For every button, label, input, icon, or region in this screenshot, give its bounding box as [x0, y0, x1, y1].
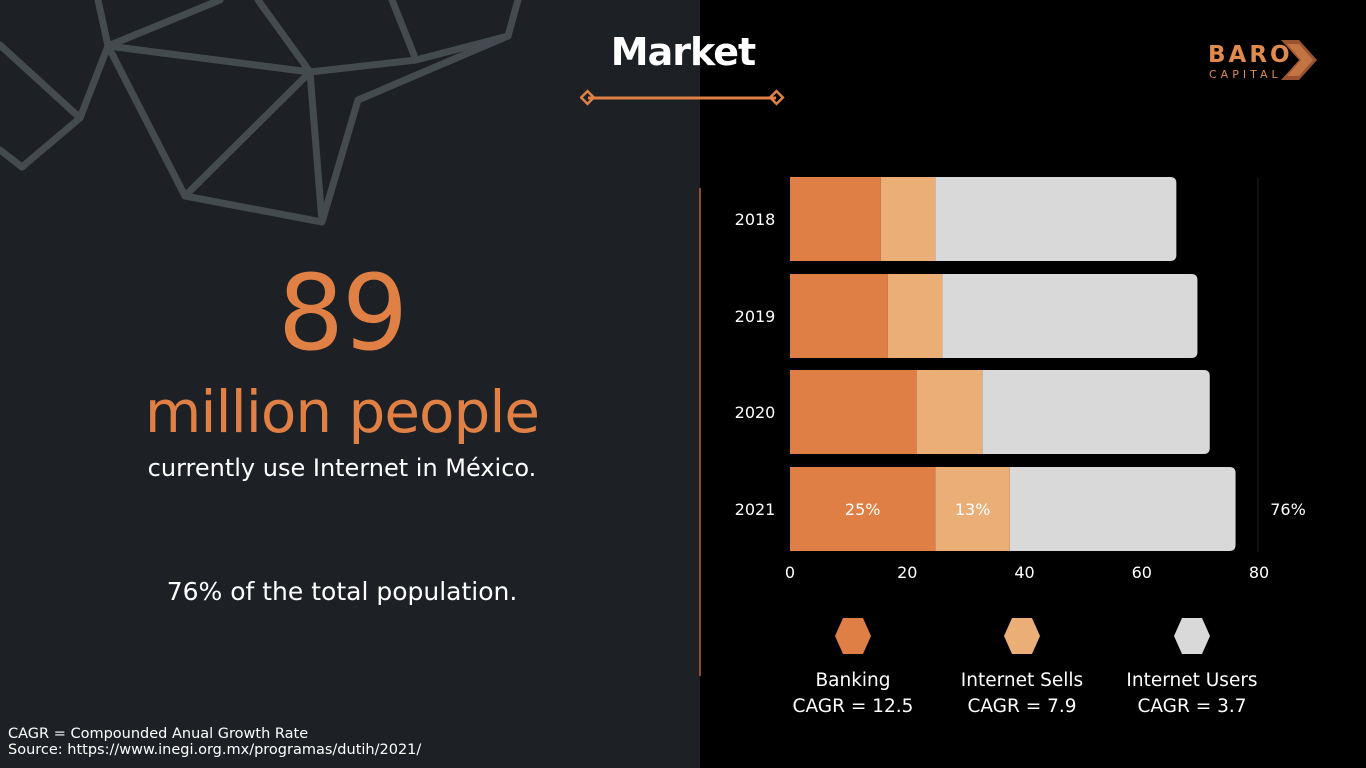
legend-cagr: CAGR = 12.5 [792, 696, 914, 717]
population-share: 76% of the total population. [166, 577, 518, 606]
headline-caption: currently use Internet in México. [147, 454, 537, 482]
arrow-icon [1281, 40, 1317, 80]
bar-internet-users-2018 [935, 177, 1177, 261]
headline-number: 89 [277, 252, 408, 374]
logo-subtitle: CAPITAL [1209, 68, 1282, 81]
data-label: 13% [955, 500, 991, 519]
bar-internet-users-2020 [982, 370, 1210, 454]
page-title: Market [610, 30, 756, 74]
x-tick-label: 80 [1249, 563, 1269, 582]
hexagon-icon [1004, 618, 1040, 654]
footnote-source: Source: https://www.inegi.org.mx/program… [8, 742, 422, 758]
bar-internet-sells-2020 [916, 370, 983, 454]
bar-banking-2019 [790, 274, 888, 358]
bar-internet-sells-2018 [880, 177, 936, 261]
company-logo: BARO CAPITAL [1205, 38, 1325, 88]
x-tick-label: 60 [1132, 563, 1152, 582]
hexagon-icon [1174, 618, 1210, 654]
legend-label: Internet Users [1126, 670, 1258, 691]
bar-banking-2020 [790, 370, 917, 454]
x-tick-label: 0 [785, 563, 795, 582]
y-tick-label: 2020 [735, 403, 776, 422]
legend-label: Internet Sells [960, 670, 1084, 691]
x-tick-label: 20 [897, 563, 917, 582]
title-underline [580, 89, 785, 106]
legend-internet-sells: Internet Sells CAGR = 7.9 [937, 616, 1107, 717]
bar-internet-sells-2019 [887, 274, 943, 358]
logo-wordmark: BARO [1208, 42, 1293, 68]
bar-internet-sells-2021 [935, 467, 1010, 551]
legend-cagr: CAGR = 3.7 [1137, 696, 1247, 717]
data-label: 76% [1270, 500, 1306, 519]
bar-internet-users-2021 [1009, 467, 1236, 551]
y-tick-label: 2021 [735, 500, 776, 519]
x-tick-label: 40 [1014, 563, 1034, 582]
data-label: 25% [845, 500, 881, 519]
headline-unit: million people [144, 378, 540, 446]
bar-internet-users-2019 [942, 274, 1198, 358]
bar-banking-2018 [790, 177, 881, 261]
legend-banking: Banking CAGR = 12.5 [768, 616, 938, 717]
legend-internet-users: Internet Users CAGR = 3.7 [1107, 616, 1277, 717]
hexagon-icon [835, 618, 871, 654]
bar-banking-2021 [790, 467, 936, 551]
y-tick-label: 2019 [735, 307, 776, 326]
legend-label: Banking [815, 670, 891, 691]
legend-cagr: CAGR = 7.9 [967, 696, 1077, 717]
geometric-pattern [0, 0, 522, 226]
left-panel: 89 million people currently use Internet… [0, 0, 700, 768]
footnote-definition: CAGR = Compounded Anual Growth Rate [8, 726, 309, 742]
y-tick-label: 2018 [735, 210, 776, 229]
